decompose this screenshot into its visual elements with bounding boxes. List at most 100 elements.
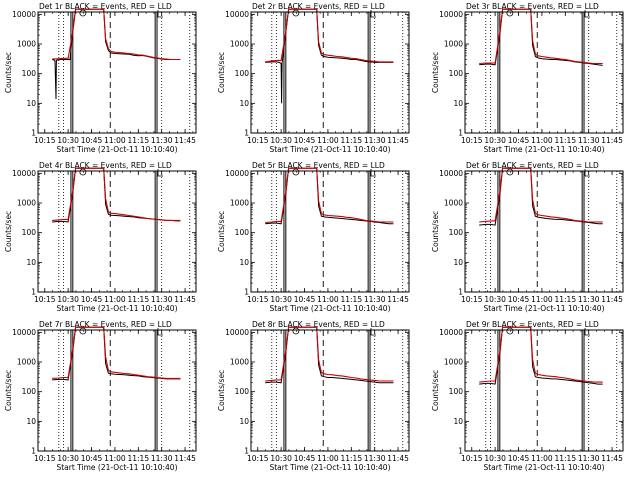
x-tick-label: 11:15: [127, 136, 149, 145]
x-tick-label: 11:15: [340, 454, 362, 463]
y-tick-label: 1: [244, 129, 249, 138]
plot-frame: [464, 329, 624, 452]
y-tick-label: 10: [26, 417, 36, 426]
y-tick-label: 1000: [230, 199, 249, 208]
y-tick-label: 1: [458, 129, 463, 138]
y-tick-label: 1: [458, 288, 463, 297]
y-tick-label: 10000: [439, 328, 463, 337]
plot-frame: [37, 329, 197, 452]
x-tick-label: 10:15: [461, 454, 483, 463]
x-tick-label: 10:45: [508, 295, 530, 304]
x-tick-label: 10:45: [81, 136, 103, 145]
y-tick-label: 10000: [12, 328, 36, 337]
x-tick-label: 10:15: [247, 295, 269, 304]
series-group: [265, 167, 394, 225]
circle-marker: [292, 168, 300, 176]
y-tick-label: 10000: [439, 10, 463, 19]
x-tick-label: 11:30: [364, 454, 386, 463]
panel-title: Det 7r BLACK = Events, RED = LLD: [39, 320, 172, 329]
y-tick-label: 1: [31, 447, 36, 456]
x-tick-label: 10:30: [270, 295, 292, 304]
x-tick-label: 10:30: [484, 136, 506, 145]
y-tick-label: 10000: [12, 169, 36, 178]
series-group: [265, 8, 394, 104]
y-tick-label: 100: [22, 69, 37, 78]
x-tick-label: 10:30: [57, 295, 79, 304]
circle-marker: [79, 327, 87, 335]
x-tick-label: 10:45: [81, 295, 103, 304]
x-tick-label: 11:00: [104, 295, 126, 304]
y-tick-label: 10: [453, 258, 463, 267]
bracket-marker: [584, 10, 591, 18]
bracket-marker: [584, 328, 591, 336]
panel-title: Det 3r BLACK = Events, RED = LLD: [466, 2, 599, 11]
x-tick-label: 11:45: [387, 136, 409, 145]
panel-title: Det 1r BLACK = Events, RED = LLD: [39, 2, 172, 11]
x-tick-label: 10:30: [57, 454, 79, 463]
lld-series-line: [52, 167, 181, 221]
y-axis-label: Counts/sec: [4, 52, 13, 93]
x-tick-label: 11:45: [174, 295, 196, 304]
circle-marker: [79, 168, 87, 176]
x-axis-label: Start Time (21-Oct-11 10:10:40): [56, 304, 177, 313]
panel-det-1: 1 10 100 1000 10000 10:15 10:30 10:45 11:00 11:15…: [4, 2, 197, 154]
y-tick-label: 1000: [17, 40, 36, 49]
x-tick-label: 11:45: [387, 295, 409, 304]
x-tick-label: 11:00: [104, 454, 126, 463]
y-tick-label: 10: [239, 258, 249, 267]
bracket-marker: [370, 328, 377, 336]
x-axis-label: Start Time (21-Oct-11 10:10:40): [56, 145, 177, 154]
x-tick-label: 11:15: [127, 295, 149, 304]
panel-title: Det 2r BLACK = Events, RED = LLD: [252, 2, 385, 11]
bracket-marker: [584, 169, 591, 177]
panel-det-7: 1 10 100 1000 10000 10:15 10:30 10:45 11:00 11:15…: [4, 320, 197, 472]
x-tick-label: 10:45: [294, 454, 316, 463]
series-group: [479, 167, 603, 226]
x-tick-label: 11:00: [531, 136, 553, 145]
y-tick-label: 100: [235, 387, 250, 396]
x-tick-label: 10:45: [508, 136, 530, 145]
y-tick-label: 1: [31, 288, 36, 297]
y-tick-label: 1000: [230, 358, 249, 367]
x-tick-label: 11:30: [151, 295, 173, 304]
x-tick-label: 11:15: [554, 295, 576, 304]
y-axis-label: Counts/sec: [4, 370, 13, 411]
circle-marker: [292, 9, 300, 17]
plot-frame: [37, 11, 197, 134]
panel-det-8: 1 10 100 1000 10000 10:15 10:30 10:45 11:00 11:15…: [217, 320, 410, 472]
plot-frame: [37, 170, 197, 293]
series-group: [265, 326, 394, 384]
x-tick-label: 11:00: [317, 454, 339, 463]
y-axis-label: Counts/sec: [217, 370, 226, 411]
lld-series-line: [479, 326, 603, 383]
y-tick-label: 100: [449, 228, 464, 237]
y-tick-label: 100: [22, 228, 37, 237]
circle-marker: [506, 168, 514, 176]
y-tick-label: 10: [26, 258, 36, 267]
events-series-line: [265, 8, 394, 104]
x-tick-label: 10:30: [484, 454, 506, 463]
y-tick-label: 10: [453, 99, 463, 108]
bracket-marker: [370, 169, 377, 177]
x-tick-label: 11:45: [174, 454, 196, 463]
x-tick-label: 11:30: [151, 136, 173, 145]
y-axis-label: Counts/sec: [4, 211, 13, 252]
y-axis-label: Counts/sec: [217, 52, 226, 93]
series-group: [52, 326, 181, 381]
x-tick-label: 10:30: [484, 295, 506, 304]
x-tick-label: 11:15: [340, 295, 362, 304]
y-tick-label: 10: [26, 99, 36, 108]
x-tick-label: 11:45: [601, 454, 623, 463]
x-axis-label: Start Time (21-Oct-11 10:10:40): [269, 463, 390, 472]
panel-title: Det 9r BLACK = Events, RED = LLD: [466, 320, 599, 329]
y-tick-label: 10000: [439, 169, 463, 178]
x-tick-label: 11:15: [340, 136, 362, 145]
panel-det-3: 1 10 100 1000 10000 10:15 10:30 10:45 11:00 11:15…: [431, 2, 624, 154]
y-tick-label: 100: [449, 387, 464, 396]
circle-marker: [79, 9, 87, 17]
y-tick-label: 100: [22, 387, 37, 396]
y-tick-label: 1000: [444, 40, 463, 49]
bracket-marker: [157, 10, 164, 18]
circle-marker: [292, 327, 300, 335]
